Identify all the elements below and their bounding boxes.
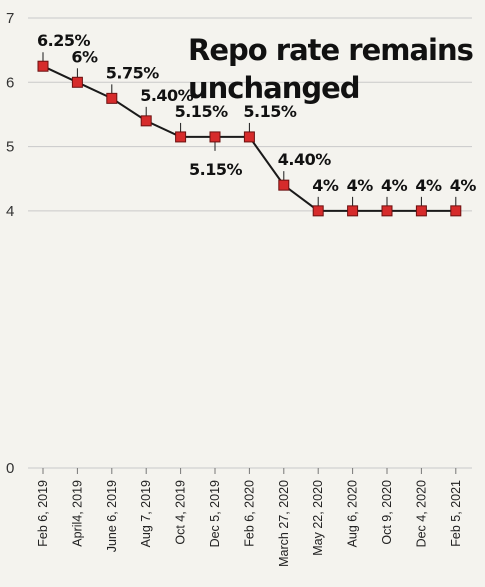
- chart-title-line-2: unchanged: [188, 71, 360, 105]
- data-label: 4%: [450, 176, 477, 195]
- chart-title-line-1: Repo rate remains: [188, 33, 473, 67]
- x-tick-label: Dec 5, 2019: [208, 480, 222, 547]
- x-tick-label: Oct 9, 2020: [380, 480, 394, 545]
- y-tick-label: 0: [6, 460, 14, 477]
- data-point: [278, 179, 290, 191]
- data-point: [243, 131, 255, 143]
- x-axis-ticks: Feb 6, 2019 April4, 2019 June 6, 2019 Aug 7…: [36, 468, 463, 567]
- data-label: 4.40%: [278, 150, 331, 169]
- data-labels: 6.25%6%5.75%5.40%5.15%5.15%5.15%4.40%4% 4…: [37, 31, 477, 195]
- data-label: 5.15%: [189, 160, 242, 179]
- data-point: [347, 205, 359, 217]
- data-point: [106, 92, 118, 104]
- x-tick-label: Feb 6, 2019: [36, 480, 50, 547]
- data-point: [140, 115, 152, 127]
- x-tick-label: Dec 4, 2020: [414, 480, 428, 547]
- chart-title: Repo rate remains unchanged: [188, 33, 474, 105]
- y-tick-label: 5: [6, 139, 14, 156]
- x-tick-label: April4, 2019: [70, 480, 84, 547]
- x-tick-label: June 6, 2019: [105, 480, 119, 552]
- x-tick-label: Aug 6, 2020: [346, 480, 360, 547]
- x-tick-label: Feb 5, 2021: [449, 480, 463, 547]
- y-tick-label: 7: [6, 10, 14, 27]
- data-point: [415, 205, 427, 217]
- data-label: 5.15%: [243, 102, 296, 121]
- data-label: 6.25%: [37, 31, 90, 50]
- data-label: 5.15%: [175, 102, 228, 121]
- data-markers: [37, 60, 462, 217]
- data-point: [71, 76, 83, 88]
- y-axis-ticks: 0 4 5 6 7: [6, 10, 14, 477]
- x-tick-label: March 27, 2020: [277, 480, 291, 567]
- x-tick-label: Feb 6, 2020: [242, 480, 256, 547]
- data-point: [37, 60, 49, 72]
- data-point: [175, 131, 187, 143]
- x-tick-label: May 22, 2020: [311, 480, 325, 556]
- x-tick-label: Oct 4, 2019: [174, 480, 188, 545]
- data-point: [381, 205, 393, 217]
- data-label: 4%: [381, 176, 408, 195]
- data-point: [312, 205, 324, 217]
- data-label: 5.75%: [106, 63, 159, 82]
- y-tick-label: 4: [6, 203, 14, 220]
- data-point: [450, 205, 462, 217]
- data-label: 5.40%: [140, 86, 193, 105]
- data-label: 4%: [312, 176, 339, 195]
- x-tick-label: Aug 7, 2019: [139, 480, 153, 547]
- data-label: 4%: [415, 176, 442, 195]
- data-label: 6%: [71, 47, 98, 66]
- data-point: [209, 131, 221, 143]
- data-label: 4%: [347, 176, 374, 195]
- y-tick-label: 6: [6, 74, 14, 91]
